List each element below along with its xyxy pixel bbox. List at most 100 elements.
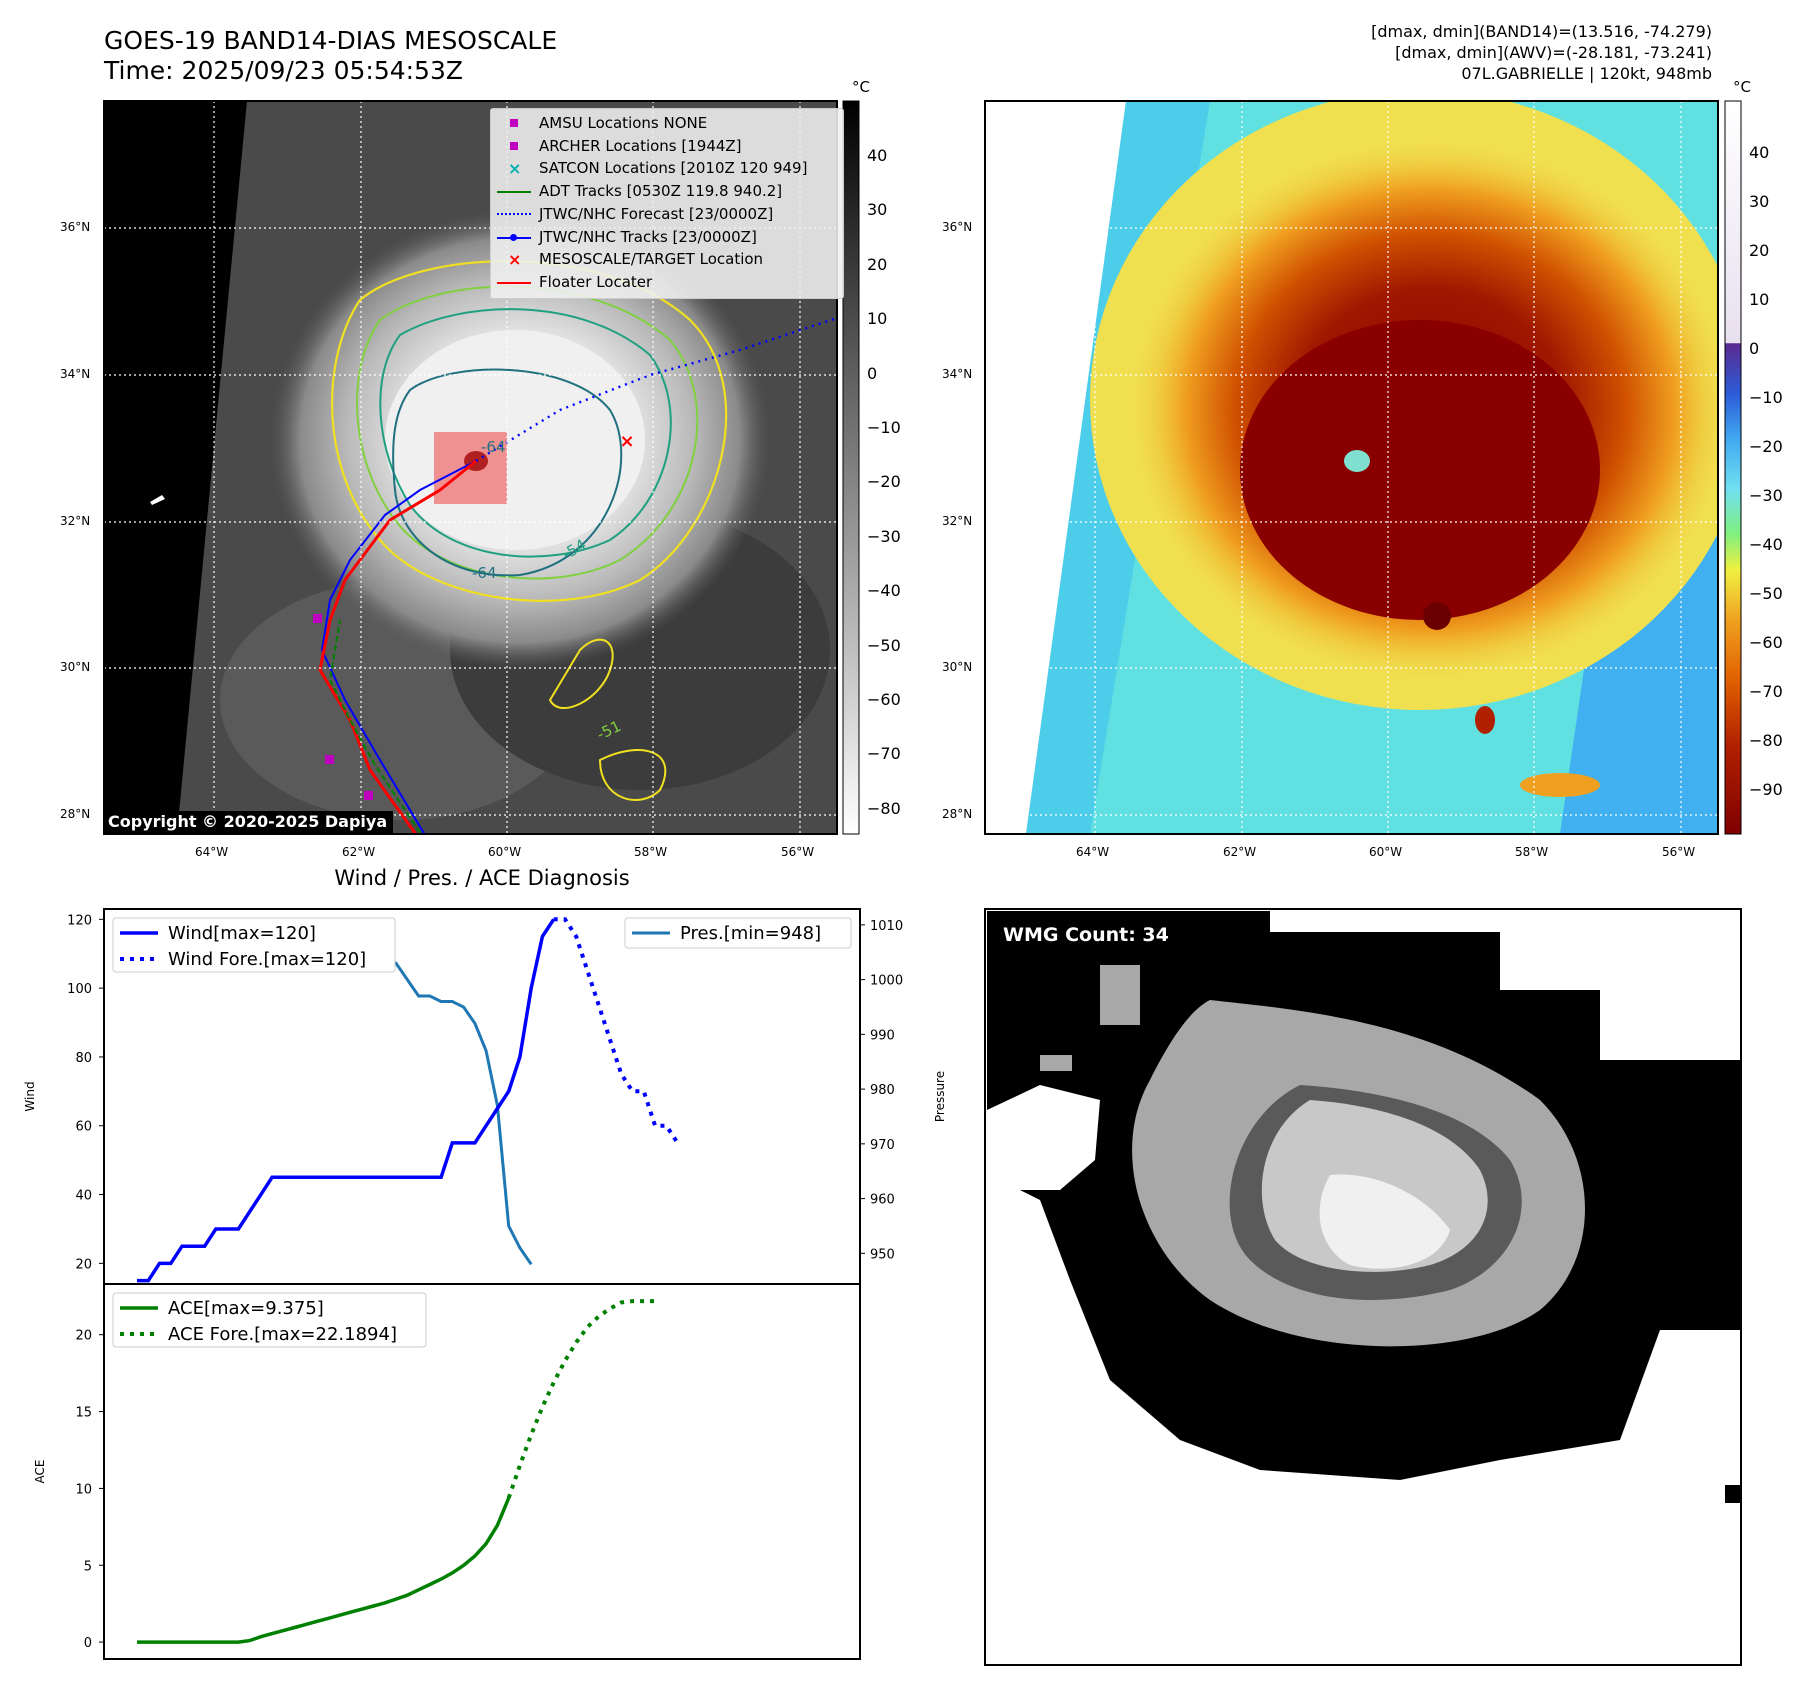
floater-track bbox=[318, 459, 477, 834]
pressure-legend-box bbox=[624, 917, 852, 949]
legend-item: ADT Tracks [0530Z 119.8 940.2] bbox=[497, 180, 837, 203]
wmg-count-label: WMG Count: 34 bbox=[1003, 924, 1169, 946]
forecast-track bbox=[475, 316, 837, 463]
contour-dark-teal bbox=[392, 368, 623, 577]
y-tick-label: 20 bbox=[75, 1329, 92, 1344]
ace-forecast-line bbox=[506, 1299, 656, 1499]
colorbar-tick-label: −10 bbox=[867, 418, 901, 437]
legend-label: JTWC/NHC Tracks [23/0000Z] bbox=[539, 227, 757, 246]
colorbar-tick-label: −80 bbox=[867, 798, 901, 818]
lon-label: 62°W bbox=[342, 845, 376, 859]
y2-tick-label: 980 bbox=[870, 1083, 895, 1098]
y2-axis-label: Pressure bbox=[933, 1071, 947, 1122]
lat-label: 28°N bbox=[60, 807, 91, 821]
product-title: GOES-19 BAND14-DIAS MESOSCALE bbox=[104, 26, 558, 55]
colorbar-tick-label: −40 bbox=[1749, 535, 1783, 554]
chart-title: Wind / Pres. / ACE Diagnosis bbox=[334, 866, 630, 890]
legend-marker-icon bbox=[497, 139, 531, 153]
lon-label: 58°W bbox=[1515, 845, 1549, 859]
ace-line bbox=[137, 1497, 511, 1644]
colorbar-tick-label: 0 bbox=[1749, 339, 1760, 358]
legend-item: × SATCON Locations [2010Z 120 949] bbox=[497, 157, 837, 180]
legend-label: SATCON Locations [2010Z 120 949] bbox=[539, 159, 808, 178]
y-axis-label: Wind bbox=[23, 1081, 37, 1111]
colorbar-tick-label: −30 bbox=[1749, 486, 1783, 505]
band14-minmax: [dmax, dmin](BAND14)=(13.516, -74.279) bbox=[1371, 22, 1712, 41]
colorbar-tick-label: 40 bbox=[867, 146, 888, 165]
lat-label: 30°N bbox=[942, 660, 973, 674]
legend-label: AMSU Locations NONE bbox=[539, 114, 708, 132]
colorbar-tick-label: 40 bbox=[1749, 143, 1770, 162]
product-time: Time: 2025/09/23 05:54:53Z bbox=[104, 56, 463, 85]
legend-item: AMSU Locations NONE bbox=[497, 112, 837, 135]
colorbar-unit: °C bbox=[1733, 78, 1751, 96]
gray-colorbar bbox=[842, 100, 860, 835]
legend-marker-icon: × bbox=[508, 249, 522, 269]
colorbar-tick-label: −20 bbox=[1749, 437, 1783, 456]
y-tick-label: 15 bbox=[75, 1406, 92, 1421]
awv-minmax: [dmax, dmin](AWV)=(-28.181, -73.241) bbox=[1395, 43, 1712, 62]
copyright-label: Copyright © 2020-2025 Dapiya bbox=[104, 811, 394, 833]
colorbar-tick-label: 30 bbox=[1749, 192, 1770, 211]
colorbar-tick-label: −80 bbox=[1749, 731, 1783, 750]
mesoscale-target-marker: × bbox=[619, 431, 634, 452]
no-data-region bbox=[104, 101, 247, 834]
legend-label: ACE[max=9.375] bbox=[168, 1298, 324, 1319]
lat-label: 32°N bbox=[942, 514, 973, 528]
ace-legend-box bbox=[112, 1292, 427, 1348]
contour-teal bbox=[379, 308, 672, 558]
legend-item: JTWC/NHC Tracks [23/0000Z] bbox=[497, 226, 837, 249]
colorbar-tick-label: 10 bbox=[1749, 290, 1770, 309]
y-tick-label: 100 bbox=[67, 982, 92, 997]
lon-label: 56°W bbox=[781, 845, 815, 859]
colorbar-tick-label: −50 bbox=[867, 635, 901, 655]
y-tick-label: 120 bbox=[67, 913, 92, 928]
colorbar-tick-label: −60 bbox=[1749, 633, 1783, 652]
lat-label: 28°N bbox=[942, 807, 973, 821]
legend-label: MESOSCALE/TARGET Location bbox=[539, 250, 764, 269]
lat-label: 36°N bbox=[60, 220, 91, 234]
lat-label: 32°N bbox=[60, 514, 91, 528]
legend-label: ADT Tracks [0530Z 119.8 940.2] bbox=[539, 182, 783, 201]
colorbar-tick-label: −30 bbox=[867, 526, 901, 546]
legend-marker-icon bbox=[497, 184, 531, 198]
contour-label: -64 bbox=[472, 564, 497, 582]
legend-marker-icon bbox=[497, 275, 531, 289]
colorbar-tick-label: 0 bbox=[867, 363, 878, 383]
diagnosis-chart: 2040608010012095096097098099010001010Win… bbox=[23, 908, 947, 1660]
legend-marker-icon bbox=[497, 207, 531, 221]
legend-marker-icon bbox=[497, 230, 531, 244]
legend-item: × MESOSCALE/TARGET Location bbox=[497, 248, 837, 271]
colorbar-unit: °C bbox=[852, 78, 870, 96]
y2-tick-label: 1010 bbox=[870, 919, 903, 934]
colorbar-tick-label: −60 bbox=[867, 690, 901, 709]
color-colorbar bbox=[1724, 100, 1742, 835]
lon-label: 58°W bbox=[634, 845, 668, 859]
storm-info: 07L.GABRIELLE | 120kt, 948mb bbox=[1461, 64, 1712, 83]
colorbar-tick-label: −70 bbox=[867, 744, 901, 764]
legend-label: Pres.[min=948] bbox=[680, 923, 821, 944]
colorbar-tick-label: 20 bbox=[867, 254, 888, 274]
y-tick-label: 60 bbox=[75, 1120, 92, 1135]
y-axis-label: ACE bbox=[33, 1460, 47, 1484]
lat-label: 34°N bbox=[60, 367, 91, 381]
y2-tick-label: 960 bbox=[870, 1193, 895, 1208]
legend-label: Wind[max=120] bbox=[168, 923, 316, 944]
lat-label: 34°N bbox=[942, 367, 973, 381]
legend-label: ARCHER Locations [1944Z] bbox=[539, 136, 742, 155]
grayscale-ir-image: × bbox=[104, 101, 837, 834]
lon-label: 62°W bbox=[1223, 845, 1257, 859]
legend-item: Floater Locater bbox=[497, 271, 837, 294]
wmg-panel bbox=[984, 908, 1742, 1666]
lon-label: 56°W bbox=[1662, 845, 1696, 859]
y2-tick-label: 990 bbox=[870, 1028, 895, 1043]
lat-label: 36°N bbox=[942, 220, 973, 234]
archer-marker bbox=[325, 755, 334, 764]
colorbar-tick-label: −70 bbox=[1749, 682, 1783, 701]
colorbar-tick-label: 10 bbox=[867, 309, 888, 329]
map-legend: AMSU Locations NONE ARCHER Locations [194… bbox=[490, 108, 844, 299]
legend-label: ACE Fore.[max=22.1894] bbox=[168, 1324, 397, 1345]
y-tick-label: 80 bbox=[75, 1051, 92, 1066]
y-tick-label: 10 bbox=[75, 1482, 92, 1497]
